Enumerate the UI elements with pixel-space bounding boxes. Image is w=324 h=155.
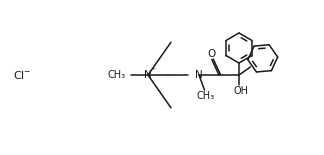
Text: +: + xyxy=(150,66,156,71)
Text: N: N xyxy=(144,70,152,80)
Text: N: N xyxy=(195,70,203,80)
Text: CH₃: CH₃ xyxy=(108,70,126,80)
Text: OH: OH xyxy=(234,86,249,96)
Text: O: O xyxy=(208,49,216,59)
Text: CH₃: CH₃ xyxy=(196,91,214,101)
Text: Cl$^{-}$: Cl$^{-}$ xyxy=(13,69,31,81)
